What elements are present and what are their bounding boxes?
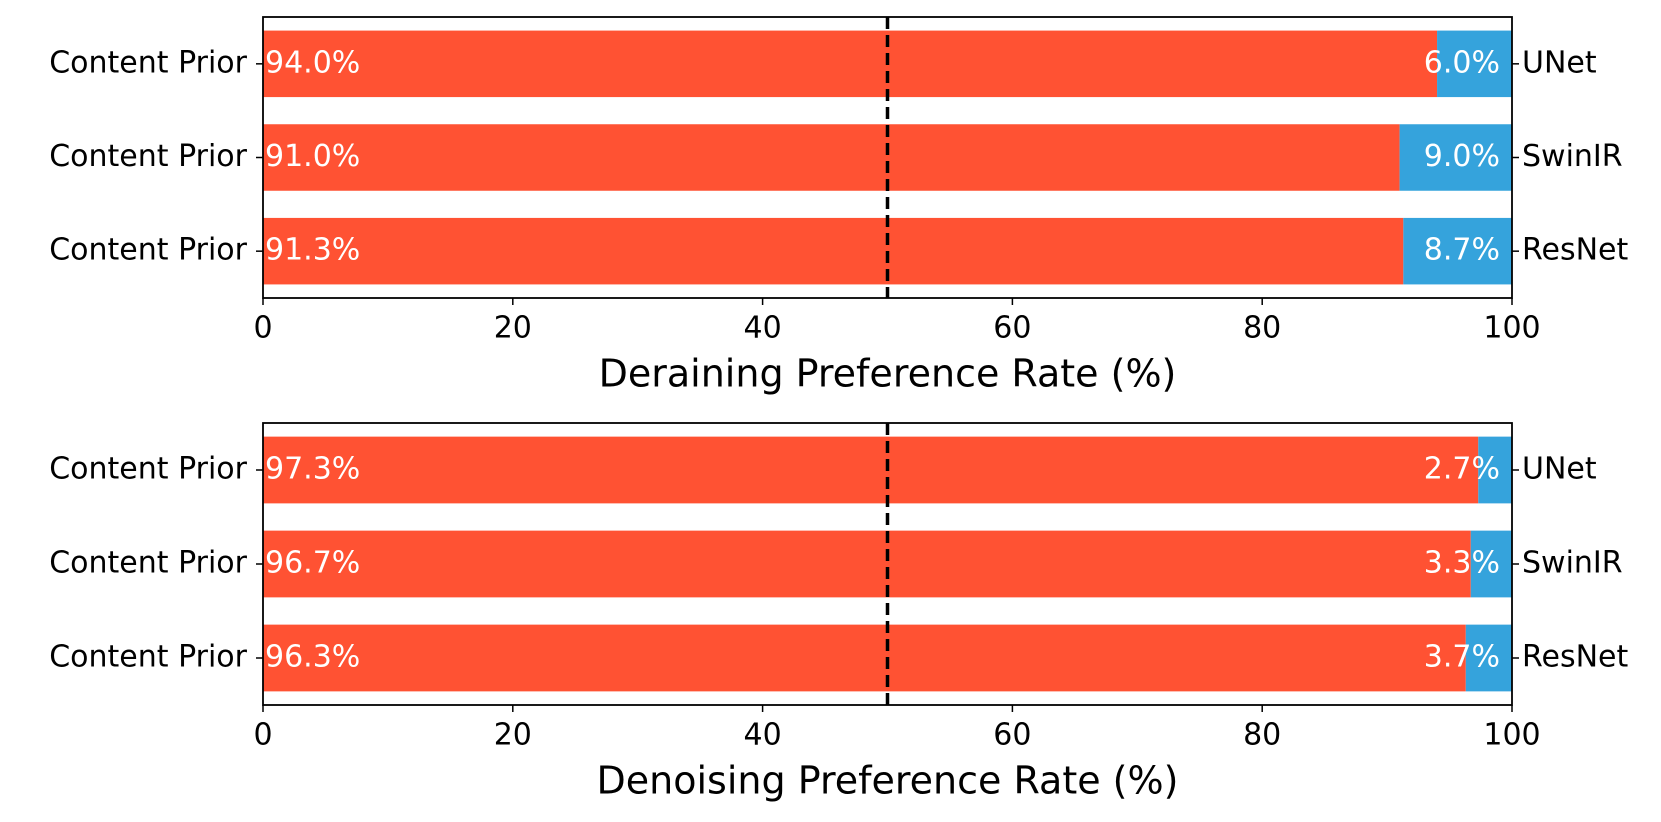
value-label: 3.7% bbox=[1424, 640, 1500, 675]
x-tick-label: 20 bbox=[494, 311, 532, 346]
right-label: SwinIR bbox=[1522, 546, 1623, 581]
bar bbox=[263, 124, 1400, 191]
bar bbox=[263, 624, 1466, 692]
value-label: 2.7% bbox=[1424, 452, 1500, 487]
bar bbox=[1437, 30, 1512, 98]
value-label: 91.0% bbox=[265, 139, 360, 174]
y-tick-label: Content Prior bbox=[49, 139, 247, 174]
value-label: 3.3% bbox=[1424, 546, 1500, 581]
bar bbox=[1399, 124, 1512, 191]
x-tick-label: 0 bbox=[253, 311, 272, 346]
y-tick-label: Content Prior bbox=[49, 452, 247, 487]
axes-frame bbox=[262, 16, 1513, 299]
right-label: ResNet bbox=[1522, 640, 1628, 675]
bar bbox=[263, 436, 1479, 504]
x-tick-label: 60 bbox=[993, 311, 1031, 346]
right-label: UNet bbox=[1522, 45, 1597, 80]
bar bbox=[263, 30, 1438, 98]
y-tick-label: Content Prior bbox=[49, 233, 247, 268]
value-label: 96.3% bbox=[265, 640, 360, 675]
bar bbox=[1465, 624, 1512, 692]
axes-frame bbox=[262, 422, 1513, 706]
x-tick-label: 60 bbox=[993, 718, 1031, 753]
right-label: UNet bbox=[1522, 452, 1597, 487]
value-label: 9.0% bbox=[1424, 139, 1500, 174]
bar bbox=[1478, 436, 1512, 504]
y-tick-label: Content Prior bbox=[49, 640, 247, 675]
value-label: 8.7% bbox=[1424, 233, 1500, 268]
y-tick-label: Content Prior bbox=[49, 546, 247, 581]
x-tick-label: 100 bbox=[1483, 718, 1540, 753]
bar bbox=[263, 530, 1471, 598]
x-tick-label: 40 bbox=[744, 718, 782, 753]
bar bbox=[1403, 217, 1512, 285]
x-tick-label: 40 bbox=[744, 311, 782, 346]
x-axis-title: Deraining Preference Rate (%) bbox=[599, 352, 1177, 396]
bar bbox=[263, 217, 1404, 285]
x-tick-label: 20 bbox=[494, 718, 532, 753]
x-tick-label: 0 bbox=[253, 718, 272, 753]
bar bbox=[1470, 530, 1512, 598]
value-label: 97.3% bbox=[265, 452, 360, 487]
value-label: 94.0% bbox=[265, 45, 360, 80]
x-tick-label: 80 bbox=[1243, 718, 1281, 753]
x-axis-title: Denoising Preference Rate (%) bbox=[597, 759, 1179, 803]
value-label: 96.7% bbox=[265, 546, 360, 581]
x-tick-label: 80 bbox=[1243, 311, 1281, 346]
value-label: 6.0% bbox=[1424, 45, 1500, 80]
value-label: 91.3% bbox=[265, 233, 360, 268]
x-tick-label: 100 bbox=[1483, 311, 1540, 346]
right-label: SwinIR bbox=[1522, 139, 1623, 174]
right-label: ResNet bbox=[1522, 233, 1628, 268]
y-tick-label: Content Prior bbox=[49, 45, 247, 80]
